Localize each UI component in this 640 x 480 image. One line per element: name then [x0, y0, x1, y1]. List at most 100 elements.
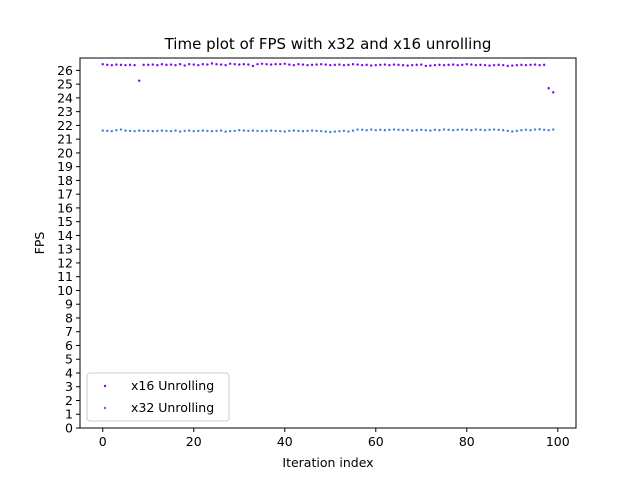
data-point-x16-unrolling — [365, 63, 368, 67]
data-point-x16-unrolling — [151, 63, 155, 66]
data-point-x16-unrolling — [310, 63, 314, 67]
data-point-x32-unrolling — [297, 129, 300, 133]
data-point-x32-unrolling — [447, 128, 450, 131]
data-point-x16-unrolling — [215, 62, 218, 66]
data-point-x32-unrolling — [438, 129, 441, 132]
data-point-x16-unrolling — [438, 63, 441, 67]
data-point-x16-unrolling — [219, 63, 223, 66]
data-point-x16-unrolling — [542, 63, 546, 67]
data-point-x32-unrolling — [424, 129, 428, 132]
data-point-x32-unrolling — [333, 130, 337, 133]
data-point-x32-unrolling — [238, 129, 241, 132]
data-point-x16-unrolling — [483, 63, 487, 67]
data-point-x32-unrolling — [492, 128, 496, 131]
data-point-x32-unrolling — [520, 129, 523, 132]
data-point-x32-unrolling — [406, 128, 409, 131]
y-tick-label: 13 — [57, 242, 73, 257]
data-point-x16-unrolling — [178, 62, 182, 66]
data-point-x32-unrolling — [488, 128, 491, 131]
data-point-x32-unrolling — [142, 129, 145, 133]
chart-title: Time plot of FPS with x32 and x16 unroll… — [164, 35, 492, 53]
data-point-x16-unrolling — [410, 63, 414, 67]
y-tick-label: 21 — [57, 132, 73, 147]
data-point-x32-unrolling — [315, 129, 318, 133]
data-point-x32-unrolling — [188, 129, 191, 132]
data-point-x16-unrolling — [256, 62, 259, 66]
data-point-x16-unrolling — [274, 62, 277, 66]
data-point-x32-unrolling — [374, 129, 377, 132]
x-tick-label: 40 — [277, 434, 293, 449]
data-point-x16-unrolling — [251, 64, 255, 68]
data-point-x32-unrolling — [497, 128, 500, 131]
data-point-x16-unrolling — [429, 64, 432, 67]
data-point-x16-unrolling — [292, 63, 296, 67]
data-point-x16-unrolling — [501, 63, 505, 67]
data-point-x32-unrolling — [265, 129, 268, 133]
legend: x16 Unrolling x32 Unrolling — [86, 372, 230, 422]
y-tick-label: 9 — [65, 297, 73, 312]
data-point-x16-unrolling — [529, 63, 532, 67]
data-point-x16-unrolling — [347, 63, 350, 67]
data-point-x16-unrolling — [351, 62, 355, 66]
data-point-x16-unrolling — [433, 63, 437, 67]
data-point-x32-unrolling — [306, 129, 309, 133]
y-tick-label: 4 — [65, 365, 73, 380]
data-point-x16-unrolling — [192, 63, 195, 66]
data-point-x16-unrolling — [315, 63, 318, 66]
data-point-x16-unrolling — [474, 63, 478, 67]
data-point-x32-unrolling — [547, 129, 550, 132]
data-point-x16-unrolling — [406, 64, 409, 67]
data-point-x16-unrolling — [301, 63, 305, 66]
data-point-x16-unrolling — [401, 63, 405, 67]
data-point-x16-unrolling — [174, 63, 177, 67]
data-point-x16-unrolling — [360, 63, 364, 67]
data-point-x16-unrolling — [420, 63, 423, 66]
data-point-x32-unrolling — [219, 129, 223, 132]
y-tick-label: 12 — [57, 255, 73, 270]
data-point-x16-unrolling — [206, 63, 209, 66]
data-point-x32-unrolling — [420, 128, 423, 131]
data-point-x32-unrolling — [228, 129, 232, 133]
data-point-x32-unrolling — [456, 128, 459, 131]
data-point-x32-unrolling — [279, 129, 282, 133]
y-tick-label: 19 — [57, 159, 73, 174]
data-point-x16-unrolling — [142, 63, 145, 67]
data-point-x32-unrolling — [451, 129, 455, 132]
data-point-x32-unrolling — [365, 129, 368, 132]
data-point-x16-unrolling — [488, 64, 491, 67]
data-point-x32-unrolling — [397, 128, 400, 131]
y-tick-label: 8 — [65, 310, 73, 325]
data-point-x16-unrolling — [133, 63, 136, 67]
data-point-x32-unrolling — [256, 129, 259, 133]
data-point-x32-unrolling — [174, 129, 177, 132]
data-point-x16-unrolling — [306, 63, 309, 67]
data-point-x32-unrolling — [319, 129, 323, 133]
data-point-x16-unrolling — [479, 63, 482, 67]
data-point-x32-unrolling — [483, 129, 487, 132]
series-x16-unrolling — [101, 62, 555, 94]
data-point-x32-unrolling — [124, 129, 127, 132]
data-point-x16-unrolling — [342, 63, 346, 67]
data-point-x16-unrolling — [238, 63, 241, 66]
data-point-x32-unrolling — [169, 129, 173, 133]
data-point-x16-unrolling — [392, 63, 396, 66]
data-point-x16-unrolling — [370, 64, 373, 67]
data-point-x32-unrolling — [110, 129, 114, 133]
data-point-x16-unrolling — [324, 63, 327, 66]
data-point-x32-unrolling — [151, 129, 155, 133]
data-point-x32-unrolling — [197, 129, 200, 133]
data-point-x16-unrolling — [552, 91, 555, 94]
data-point-x16-unrolling — [424, 64, 428, 68]
data-point-x32-unrolling — [260, 129, 264, 133]
y-tick-label: 10 — [57, 283, 73, 298]
data-point-x16-unrolling — [465, 62, 468, 66]
legend-box — [86, 372, 230, 422]
data-point-x16-unrolling — [492, 63, 496, 67]
data-point-x16-unrolling — [183, 64, 186, 67]
legend-label-x16-unrolling: x16 Unrolling — [131, 378, 214, 393]
data-point-x32-unrolling — [538, 128, 541, 131]
data-point-x16-unrolling — [538, 63, 541, 67]
data-point-x32-unrolling — [329, 130, 332, 134]
data-point-x16-unrolling — [547, 87, 550, 90]
data-point-x32-unrolling — [442, 128, 446, 131]
